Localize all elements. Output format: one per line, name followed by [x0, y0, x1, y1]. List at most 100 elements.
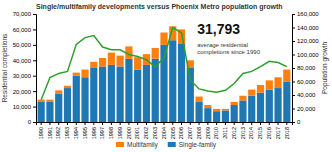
tick-label: 2011 [222, 127, 228, 139]
tick-mark [128, 122, 129, 125]
bar [81, 70, 88, 78]
tick-label: 1996 [91, 127, 97, 139]
tick-label: 30,000 [13, 73, 32, 79]
annotation-number: 31,793 [197, 21, 240, 37]
bar [160, 33, 167, 45]
axis-line [293, 15, 296, 123]
bar [257, 93, 264, 122]
tick-label: 2007 [187, 127, 193, 139]
tick-label: 100,000 [297, 52, 319, 58]
bar-series [38, 40, 291, 122]
bar [55, 90, 62, 93]
tick-label: 2004 [161, 127, 167, 139]
bar [99, 58, 106, 66]
tick: 70,000 [13, 11, 36, 17]
tick: 2011 [222, 122, 228, 139]
bar [134, 57, 141, 69]
tick-mark [41, 122, 42, 125]
tick: 20,000 [13, 89, 36, 95]
tick: 2010 [213, 122, 219, 139]
legend-swatch [168, 142, 176, 147]
tick-label: 1998 [108, 127, 114, 139]
tick-label: 40,000 [297, 92, 316, 98]
tick-mark [155, 122, 156, 125]
bar [266, 80, 273, 89]
bar [195, 102, 202, 122]
bar [117, 56, 124, 67]
annotation-line: average residential [197, 42, 248, 48]
tick: 2018 [284, 122, 290, 139]
bar [213, 109, 220, 111]
tick-mark [260, 122, 261, 125]
tick-label: 120,000 [297, 38, 319, 44]
annotation-text: average residentialcompletions since 199… [197, 42, 260, 55]
bar-series [38, 26, 291, 111]
tick-mark [269, 122, 270, 125]
tick: 60,000 [292, 79, 316, 85]
bar [90, 62, 97, 68]
tick-mark [111, 122, 112, 125]
tick: 2006 [178, 122, 184, 139]
tick-mark [172, 122, 173, 125]
line [41, 28, 287, 100]
bar [73, 76, 80, 122]
tick: 1992 [55, 122, 61, 139]
tick: 2001 [134, 122, 140, 139]
tick: 0 [292, 119, 301, 125]
bar [222, 110, 229, 122]
legend-label: Single-family [179, 141, 217, 149]
tick: 2015 [257, 122, 263, 139]
bar [64, 88, 71, 122]
tick-mark [49, 122, 50, 125]
bar [231, 102, 238, 105]
tick-mark [225, 122, 226, 125]
tick: 2004 [161, 122, 167, 139]
bar [239, 100, 246, 122]
tick: 30,000 [13, 73, 36, 79]
tick-mark [292, 14, 295, 15]
tick-label: 2006 [178, 127, 184, 139]
bar [152, 48, 159, 59]
tick-label: 2001 [134, 127, 140, 139]
tick: 2007 [187, 122, 193, 139]
bar [108, 53, 115, 65]
bar [46, 102, 53, 122]
tick-label: 2012 [231, 127, 237, 139]
legend-swatch [116, 142, 124, 147]
bar [38, 102, 45, 122]
bar [283, 82, 290, 122]
tick-mark [216, 122, 217, 125]
tick: 2002 [143, 122, 149, 139]
tick-mark [292, 28, 295, 29]
tick: 60,000 [13, 27, 36, 33]
tick-mark [58, 122, 59, 125]
tick: 2013 [240, 122, 246, 139]
chart: 010,00020,00030,00040,00050,00060,00070,… [0, 0, 332, 152]
tick-label: 2018 [284, 127, 290, 139]
tick-mark [292, 109, 295, 110]
tick-mark [242, 122, 243, 125]
tick: 2008 [196, 122, 202, 139]
tick-mark [292, 68, 295, 69]
bar [46, 100, 53, 102]
bar [55, 93, 62, 122]
tick: 1990 [38, 122, 44, 139]
bar [125, 59, 132, 122]
bar [178, 43, 185, 122]
tick: 140,000 [292, 25, 319, 31]
tick-mark [251, 122, 252, 125]
bar [266, 90, 273, 122]
tick: 2003 [152, 122, 158, 139]
tick-label: 2005 [170, 127, 176, 139]
bar [108, 65, 115, 122]
bar [248, 90, 255, 96]
tick: 40,000 [292, 92, 316, 98]
tick-label: 2008 [196, 127, 202, 139]
bar [90, 68, 97, 122]
bar [204, 105, 211, 108]
bar [283, 70, 290, 82]
tick: 10,000 [13, 104, 36, 110]
tick-label: 2015 [257, 127, 263, 139]
tick-mark [76, 122, 77, 125]
tick-label: 10,000 [13, 104, 32, 110]
